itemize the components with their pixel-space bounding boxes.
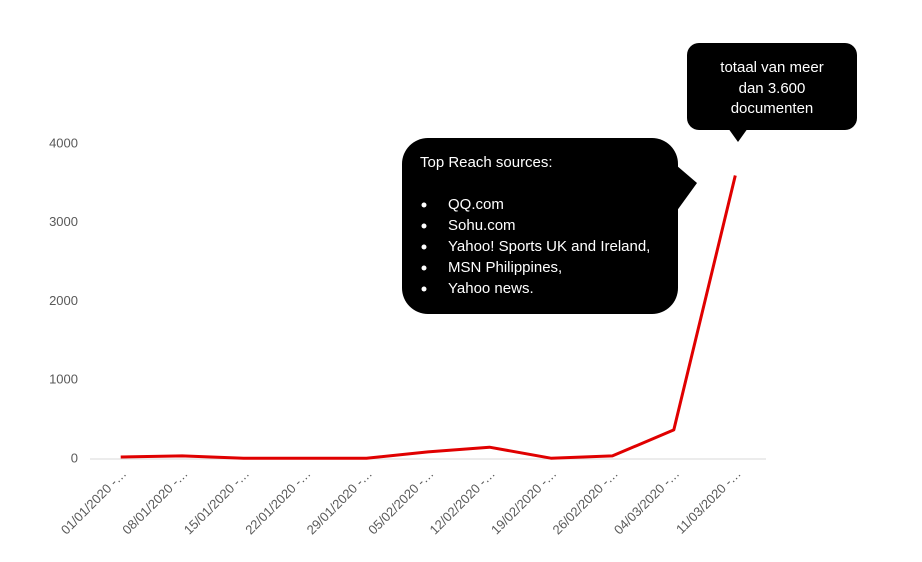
y-tick-label: 3000 — [49, 214, 78, 229]
callout-item: Sohu.com — [448, 217, 516, 234]
callout-item: MSN Philippines, — [448, 259, 562, 276]
bullet — [421, 223, 427, 229]
y-tick-label: 2000 — [49, 293, 78, 308]
bullet — [421, 244, 427, 250]
callout-sources: Top Reach sources: QQ.com Sohu.com Yahoo! … — [402, 138, 697, 314]
callout-list: QQ.com Sohu.com Yahoo! Sports UK and Irela… — [421, 196, 650, 297]
y-tick-label: 4000 — [49, 135, 78, 150]
bullet — [421, 286, 427, 292]
y-tick-label: 0 — [71, 450, 78, 465]
callout-text: totaal van meer — [720, 59, 823, 76]
callout-total: totaal van meer dan 3.600 documenten — [687, 43, 857, 142]
x-tick-label: 11/03/2020 -… — [673, 466, 744, 537]
callout-text: documenten — [731, 100, 814, 117]
callout-text: dan 3.600 — [739, 80, 806, 97]
bullet — [421, 265, 427, 271]
callout-item: QQ.com — [448, 196, 504, 213]
line-series — [120, 175, 737, 460]
callout-pointer — [676, 165, 697, 212]
callout-box — [687, 43, 857, 130]
bullet — [421, 202, 427, 208]
callout-title: Top Reach sources: — [420, 154, 553, 171]
callout-item: Yahoo! Sports UK and Ireland, — [448, 238, 650, 255]
callout-box — [402, 138, 678, 314]
x-tick-label: 04/03/2020 -… — [611, 466, 682, 537]
y-tick-label: 1000 — [49, 372, 78, 387]
callout-item: Yahoo news. — [448, 280, 534, 297]
callout-pointer — [728, 128, 748, 142]
